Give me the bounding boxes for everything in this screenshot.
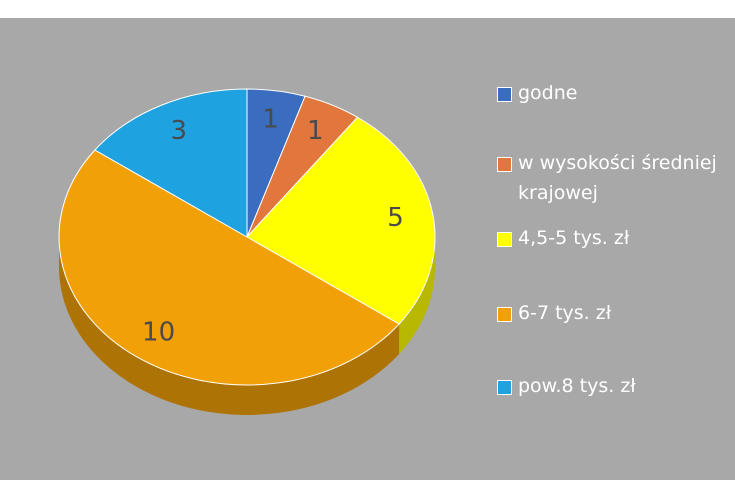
legend-label: 6-7 tys. zł [518,302,612,324]
legend-label: pow.8 tys. zł [518,375,636,397]
legend-label: godne [518,82,578,104]
slice-side [59,237,400,415]
data-label: 5 [387,203,404,233]
legend-swatch [497,87,512,102]
data-label: 1 [307,116,324,146]
slice [246,116,436,325]
legend-swatch [497,380,512,395]
legend-item: w wysokości średniej krajowej [497,148,730,208]
legend-item: godne [497,78,730,108]
data-label: 10 [142,317,175,347]
legend-swatch [497,232,512,247]
data-label: 1 [262,105,279,135]
legend-swatch [497,157,512,172]
slice [58,149,400,386]
slice-side [399,237,435,354]
legend-item: 6-7 tys. zł [497,298,730,328]
slice [94,88,248,238]
data-label: 3 [170,116,187,146]
legend-swatch [497,307,512,322]
legend-item: pow.8 tys. zł [497,371,730,401]
legend-item: 4,5-5 tys. zł [497,223,730,253]
legend-label: 4,5-5 tys. zł [518,227,630,249]
legend-label: w wysokości średniej krajowej [518,152,717,204]
